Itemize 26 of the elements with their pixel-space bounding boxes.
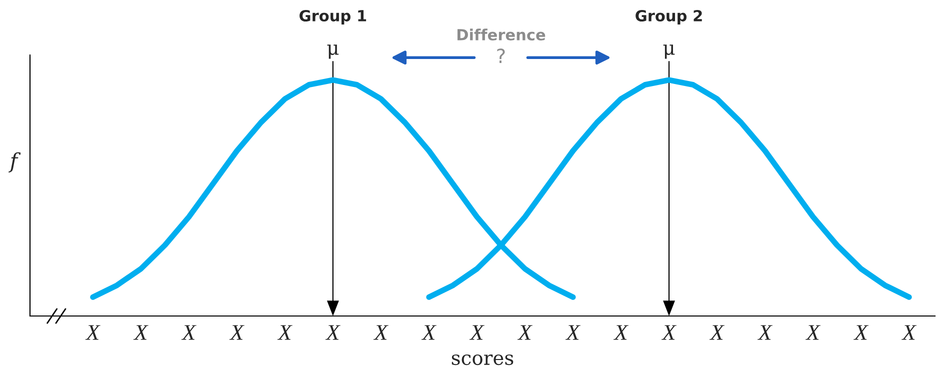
text: Group 2 xyxy=(636,10,702,24)
x-tick-label: X xyxy=(565,325,581,340)
y-axis-title: f xyxy=(8,152,21,172)
x-tick-label: X xyxy=(181,325,196,340)
x-tick-label: X xyxy=(469,325,484,340)
x-tick-label: X xyxy=(85,325,100,340)
x-tick-label: X xyxy=(517,325,532,340)
x-axis-title: scores xyxy=(452,354,514,366)
x-tick-label: X xyxy=(229,325,244,340)
x-tick-label: X xyxy=(854,325,869,340)
x-tick-label: X xyxy=(902,325,917,340)
x-tick-label: X xyxy=(806,325,821,340)
text: Group 1 xyxy=(300,10,366,24)
x-tick-label: X xyxy=(133,325,148,340)
text: μ xyxy=(327,44,339,59)
text: μ xyxy=(663,44,675,59)
x-tick-label: X xyxy=(661,325,677,340)
x-tick-label: X xyxy=(710,325,725,340)
x-tick-label: X xyxy=(373,325,388,340)
x-tick-label: X xyxy=(613,325,629,340)
x-tick-label: X xyxy=(421,325,436,340)
text: Difference xyxy=(458,28,546,40)
x-tick-label: X xyxy=(325,325,340,340)
x-tick-label: X xyxy=(277,325,292,340)
text: ? xyxy=(497,48,505,63)
x-tick-label: X xyxy=(758,325,773,340)
